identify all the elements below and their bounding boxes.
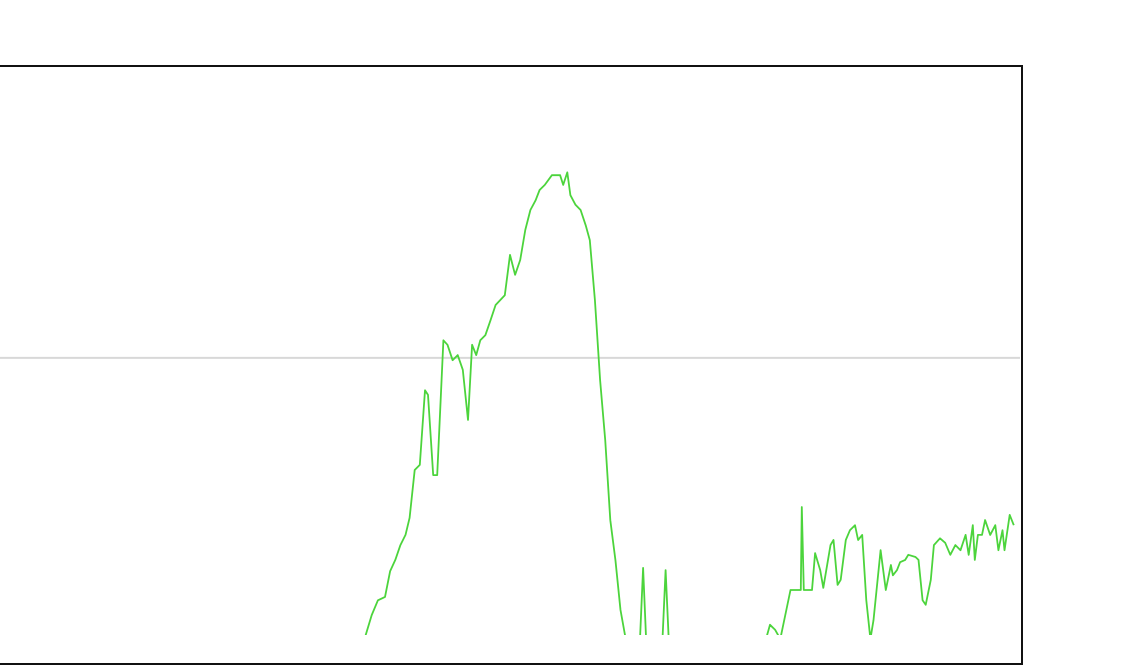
line-chart: [0, 171, 1020, 635]
series-line-0: [364, 171, 1015, 635]
series-layer: [364, 171, 1015, 635]
plot-frame: [0, 65, 1023, 665]
